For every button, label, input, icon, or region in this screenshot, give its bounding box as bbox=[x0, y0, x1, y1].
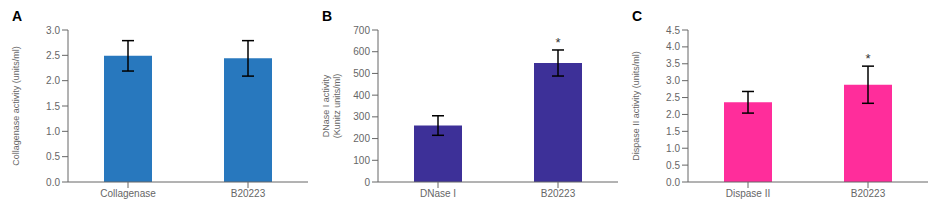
svg-text:200: 200 bbox=[353, 133, 370, 144]
svg-text:B20223: B20223 bbox=[541, 188, 576, 199]
svg-text:3.0: 3.0 bbox=[666, 75, 680, 86]
svg-text:3.0: 3.0 bbox=[46, 25, 60, 36]
svg-text:0.0: 0.0 bbox=[46, 177, 60, 188]
svg-text:4.0: 4.0 bbox=[666, 41, 680, 52]
svg-text:2.0: 2.0 bbox=[46, 75, 60, 86]
svg-text:1.0: 1.0 bbox=[666, 143, 680, 154]
svg-text:1.5: 1.5 bbox=[46, 101, 60, 112]
svg-text:Dispase II activity (units/ml): Dispase II activity (units/ml) bbox=[631, 51, 641, 161]
svg-text:4.5: 4.5 bbox=[666, 25, 680, 36]
svg-text:Collagenase activity (units/ml: Collagenase activity (units/ml) bbox=[11, 46, 21, 166]
svg-text:3.5: 3.5 bbox=[666, 58, 680, 69]
svg-text:2.0: 2.0 bbox=[666, 109, 680, 120]
svg-text:300: 300 bbox=[353, 111, 370, 122]
svg-text:B20223: B20223 bbox=[851, 188, 886, 199]
html-text:B: B bbox=[322, 8, 333, 24]
svg-text:2.5: 2.5 bbox=[46, 50, 60, 61]
svg-text:0: 0 bbox=[364, 177, 370, 188]
svg-text:0.5: 0.5 bbox=[666, 160, 680, 171]
svg-text:400: 400 bbox=[353, 90, 370, 101]
svg-text:1.5: 1.5 bbox=[666, 126, 680, 137]
svg-text:600: 600 bbox=[353, 46, 370, 57]
svg-text:0.5: 0.5 bbox=[46, 151, 60, 162]
html-text:C: C bbox=[632, 8, 643, 24]
svg-text:DNase I activity: DNase I activity bbox=[321, 74, 331, 137]
svg-text:100: 100 bbox=[353, 155, 370, 166]
svg-text:500: 500 bbox=[353, 68, 370, 79]
html-text:A: A bbox=[12, 8, 23, 24]
svg-text:DNase I: DNase I bbox=[420, 188, 456, 199]
svg-text:Dispase II: Dispase II bbox=[726, 188, 770, 199]
svg-text:0.0: 0.0 bbox=[666, 177, 680, 188]
svg-text:700: 700 bbox=[353, 25, 370, 36]
svg-text:2.5: 2.5 bbox=[666, 92, 680, 103]
svg-text:Collagenase: Collagenase bbox=[100, 188, 156, 199]
svg-text:*: * bbox=[865, 51, 870, 66]
svg-text:(Kunitz units/ml): (Kunitz units/ml) bbox=[332, 74, 342, 139]
svg-text:B20223: B20223 bbox=[231, 188, 266, 199]
svg-text:1.0: 1.0 bbox=[46, 126, 60, 137]
svg-text:*: * bbox=[555, 35, 560, 50]
